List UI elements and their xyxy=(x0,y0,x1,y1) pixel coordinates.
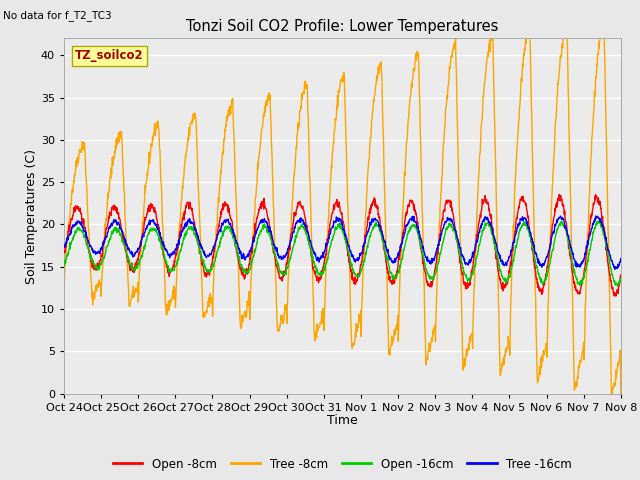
X-axis label: Time: Time xyxy=(327,414,358,427)
Title: Tonzi Soil CO2 Profile: Lower Temperatures: Tonzi Soil CO2 Profile: Lower Temperatur… xyxy=(186,20,499,35)
Y-axis label: Soil Temperatures (C): Soil Temperatures (C) xyxy=(25,148,38,284)
Text: TZ_soilco2: TZ_soilco2 xyxy=(75,49,144,62)
Text: No data for f_T2_TC3: No data for f_T2_TC3 xyxy=(3,11,112,22)
Legend: Open -8cm, Tree -8cm, Open -16cm, Tree -16cm: Open -8cm, Tree -8cm, Open -16cm, Tree -… xyxy=(108,453,577,475)
